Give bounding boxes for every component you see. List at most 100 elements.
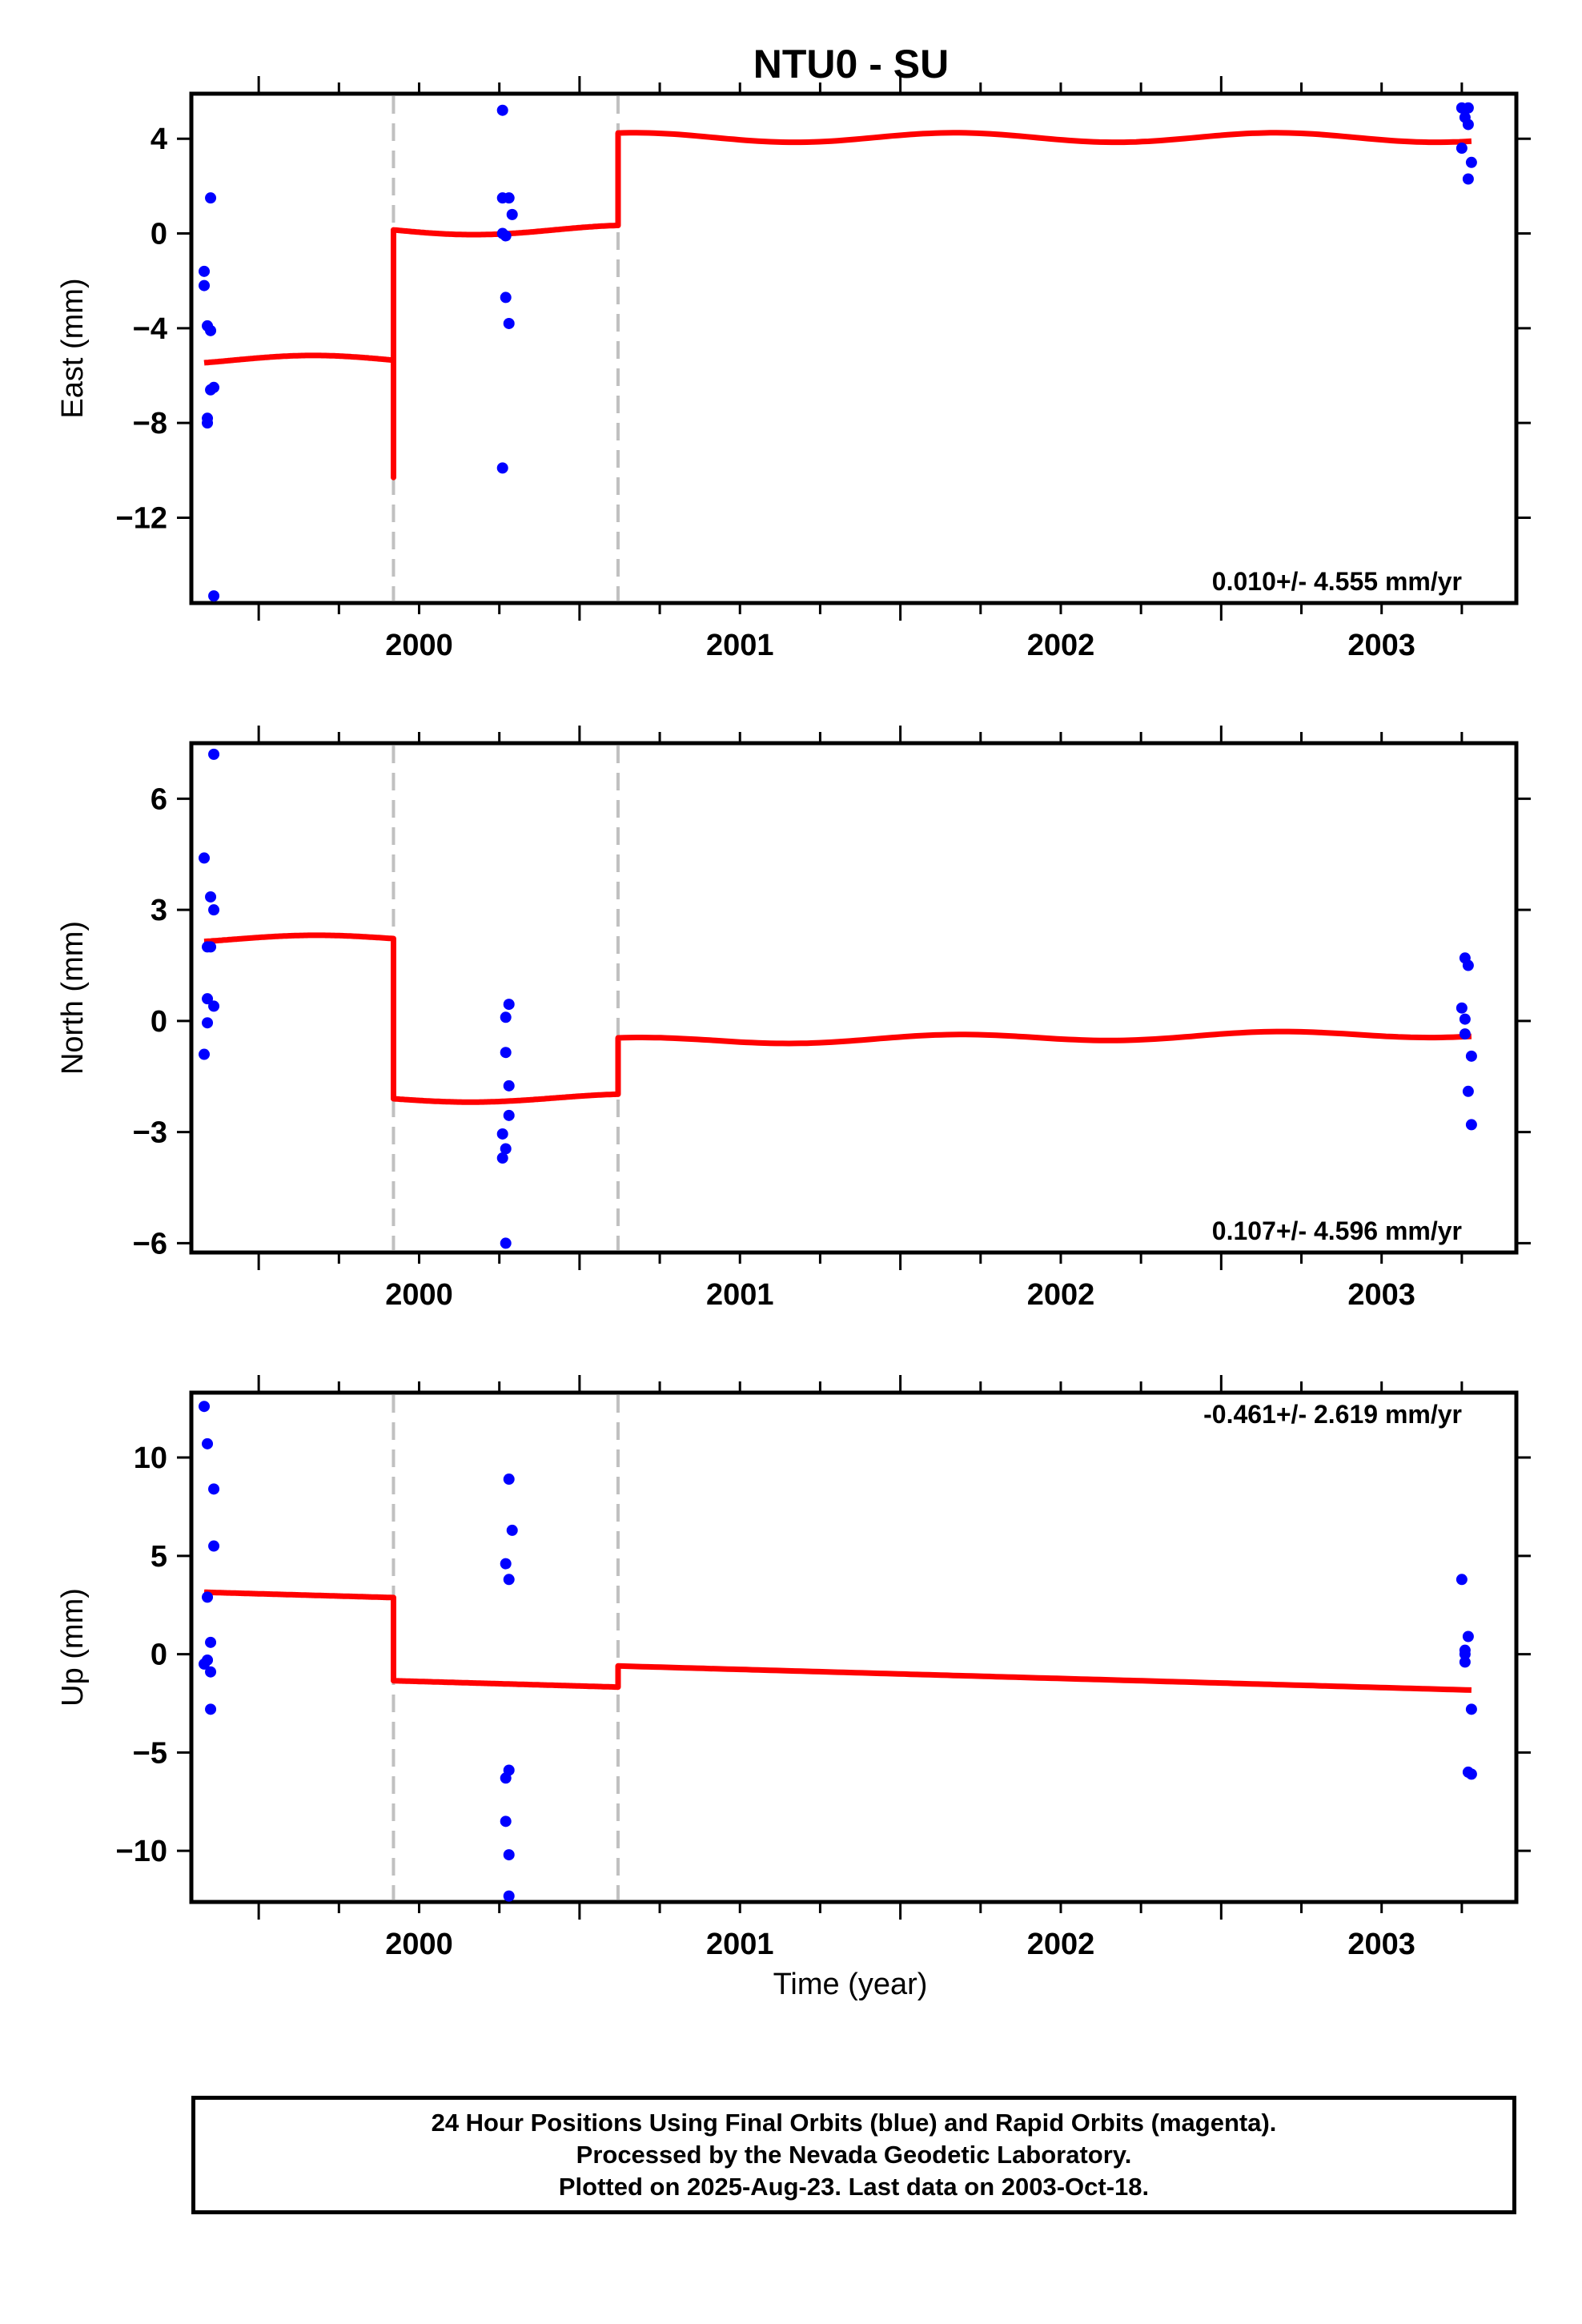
y-tick-label: 0 [151, 1638, 167, 1672]
y-tick-label: −6 [133, 1227, 167, 1261]
data-point [208, 748, 220, 760]
data-point [503, 1849, 515, 1861]
data-point [1459, 1648, 1471, 1660]
data-point [1459, 1013, 1471, 1025]
x-tick-label: 2003 [1347, 629, 1415, 662]
data-point [500, 1237, 512, 1249]
data-point [199, 265, 211, 277]
data-point [202, 1437, 214, 1449]
y-tick-label: −10 [116, 1835, 167, 1868]
data-point [503, 192, 515, 204]
y-tick-label: −8 [133, 407, 167, 440]
data-point [500, 1815, 512, 1827]
notes-line-2: Processed by the Nevada Geodetic Laborat… [576, 2141, 1132, 2169]
data-point [1465, 1768, 1477, 1780]
x-tick-label: 2003 [1347, 1928, 1415, 1961]
velocity-label: 0.107+/- 4.596 mm/yr [1212, 1216, 1462, 1245]
data-point [202, 1017, 214, 1029]
data-point [202, 1591, 214, 1603]
panel-3: 2000 2001 2002 2003 10 5 0 −5 −10 Up (mm) -0.461+/… [56, 1375, 1531, 1961]
y-axis-title: North (mm) [56, 921, 90, 1075]
data-point [199, 1658, 211, 1670]
data-point [503, 1474, 515, 1486]
data-point [496, 1152, 508, 1164]
data-point [1462, 1085, 1474, 1097]
data-point [500, 1558, 512, 1570]
y-axis-title: East (mm) [56, 278, 90, 418]
data-point [1459, 1028, 1471, 1040]
panel-2: 2000 2001 2002 2003 6 3 0 −3 −6 North (mm) 0.107+/… [56, 726, 1531, 1312]
data-point [500, 292, 512, 304]
model-fit-line [203, 1589, 1472, 1693]
data-point [500, 1047, 512, 1059]
data-point [1462, 1630, 1474, 1642]
data-point [208, 1000, 220, 1012]
x-tick-label: 2001 [706, 1928, 774, 1961]
data-point [1462, 959, 1474, 971]
data-point [199, 1048, 211, 1060]
data-point [205, 941, 217, 953]
data-point [506, 208, 518, 220]
data-point [506, 1524, 518, 1536]
data-point [503, 1109, 515, 1121]
data-point [503, 1080, 515, 1092]
data-point [205, 384, 217, 396]
data-point [500, 1143, 512, 1155]
data-point [205, 192, 217, 204]
data-point [1465, 1050, 1477, 1062]
data-point [1459, 1656, 1471, 1668]
panel-1: 2000 2001 2002 2003 4 0 −4 −8 −12 East (mm) 0.010+… [56, 76, 1531, 662]
data-point [500, 1011, 512, 1023]
notes-line-1: 24 Hour Positions Using Final Orbits (bl… [431, 2109, 1277, 2137]
data-point [1456, 143, 1468, 155]
data-point [205, 1666, 217, 1678]
velocity-label: -0.461+/- 2.619 mm/yr [1203, 1400, 1462, 1429]
data-point [205, 1636, 217, 1648]
data-point [199, 852, 211, 864]
data-point [500, 1772, 512, 1784]
y-tick-label: 5 [151, 1540, 167, 1574]
data-point [496, 104, 508, 116]
x-tick-label: 2001 [706, 629, 774, 662]
data-point [208, 1483, 220, 1495]
data-point [503, 1574, 515, 1586]
y-tick-label: 0 [151, 1005, 167, 1039]
data-point [202, 993, 214, 1005]
x-tick-label: 2001 [706, 1278, 774, 1312]
data-point [208, 1540, 220, 1552]
y-tick-label: −4 [133, 312, 167, 346]
y-axis-title: Up (mm) [56, 1588, 90, 1707]
x-tick-label: 2002 [1027, 629, 1095, 662]
data-point [496, 462, 508, 474]
data-point [496, 1128, 508, 1140]
velocity-label: 0.010+/- 4.555 mm/yr [1212, 567, 1462, 596]
data-point [1465, 156, 1477, 168]
y-tick-label: 0 [151, 218, 167, 251]
processing-notes-box: 24 Hour Positions Using Final Orbits (bl… [191, 2096, 1516, 2214]
data-point [1465, 1703, 1477, 1715]
data-point [202, 417, 214, 429]
y-tick-label: −5 [133, 1736, 167, 1770]
data-point [205, 324, 217, 336]
data-point [199, 1401, 211, 1413]
x-tick-label: 2000 [385, 1278, 453, 1312]
data-point [208, 904, 220, 916]
x-tick-label: 2002 [1027, 1278, 1095, 1312]
x-tick-label: 2000 [385, 1928, 453, 1961]
y-tick-label: −3 [133, 1116, 167, 1150]
plot-frame [189, 91, 1519, 605]
y-tick-label: 4 [151, 123, 167, 156]
data-point [205, 891, 217, 903]
x-axis-title: Time (year) [773, 1968, 928, 2001]
notes-line-3: Plotted on 2025-Aug-23. Last data on 200… [558, 2172, 1150, 2201]
data-point [205, 1703, 217, 1715]
chart-title: NTU0 - SU [753, 42, 949, 86]
y-tick-label: 10 [134, 1441, 167, 1475]
data-point [199, 279, 211, 292]
data-point [1462, 102, 1474, 114]
data-point [1456, 1574, 1468, 1586]
data-point [503, 999, 515, 1011]
data-point [1465, 1119, 1477, 1131]
x-tick-label: 2002 [1027, 1928, 1095, 1961]
